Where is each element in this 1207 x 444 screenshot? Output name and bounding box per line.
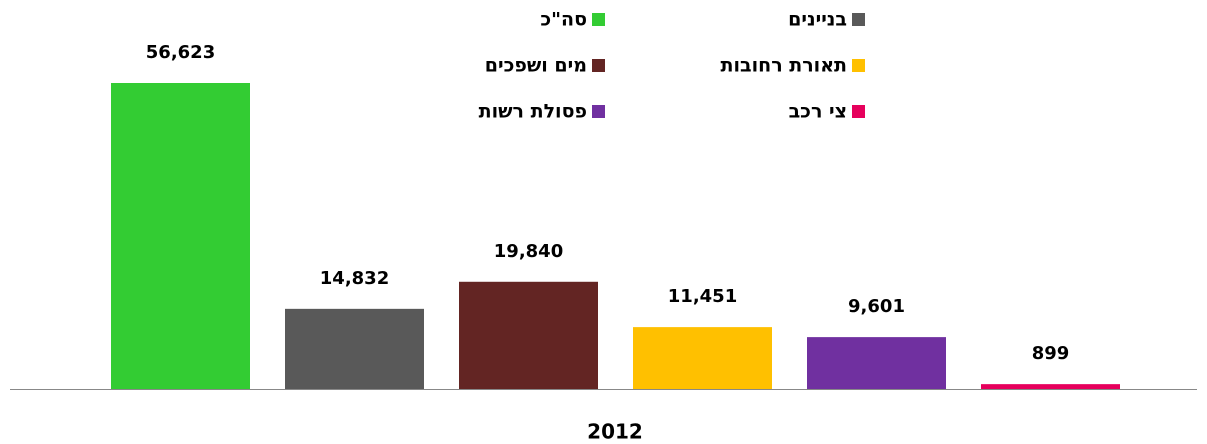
bar (807, 337, 946, 389)
data-label: 9,601 (848, 296, 905, 317)
legend-swatch (852, 59, 865, 72)
data-label: 14,832 (320, 268, 389, 289)
legend-label: מים ושפכים (485, 55, 587, 77)
bar (459, 281, 598, 389)
data-label: 11,451 (668, 286, 737, 307)
legend-label: בניינים (788, 9, 847, 31)
bar (981, 384, 1120, 389)
legend-swatch (592, 59, 605, 72)
bar (285, 308, 424, 389)
x-tick-label: 2012 (587, 420, 643, 444)
legend-label: סה"כ (540, 9, 587, 31)
bar (633, 327, 772, 389)
data-label: 899 (1032, 343, 1070, 364)
legend-label: תאורת רחובות (721, 55, 847, 77)
legend-label: פסולת רשות (479, 101, 587, 123)
bar (111, 83, 250, 389)
legend-swatch (852, 105, 865, 118)
legend-swatch (592, 105, 605, 118)
data-label: 19,840 (494, 241, 563, 262)
legend-swatch (592, 13, 605, 26)
data-label: 56,623 (146, 42, 215, 63)
legend-label: צי רכב (789, 101, 847, 123)
legend-swatch (852, 13, 865, 26)
